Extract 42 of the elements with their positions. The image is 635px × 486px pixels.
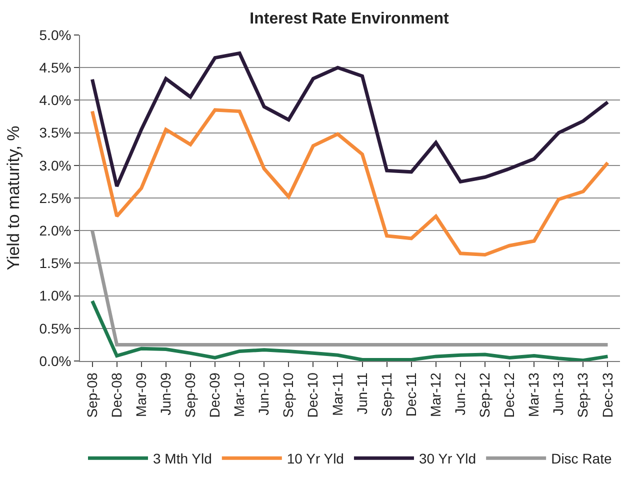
y-axis-title: Yield to maturity, % <box>4 126 23 270</box>
y-tick-label: 4.5% <box>39 60 72 76</box>
line-series <box>90 108 610 256</box>
y-tick-label: 3.0% <box>39 157 72 174</box>
x-tick-label: Dec-09 <box>206 372 223 418</box>
x-tick-label: Sep-08 <box>84 372 100 418</box>
x-tick-label: Mar-09 <box>132 372 149 417</box>
y-tick-label: 0.0% <box>39 352 72 369</box>
x-tick-label: Mar-13 <box>526 372 542 417</box>
legend-label: 3 Mth Yld <box>153 450 212 467</box>
x-tick-label: Sep-11 <box>378 372 394 417</box>
line-series <box>90 299 610 361</box>
x-tick-label: Mar-10 <box>231 372 248 417</box>
x-tick-label: Dec-10 <box>304 372 321 418</box>
chart-title: Interest Rate Environment <box>250 10 450 28</box>
y-tick-label: 4.0% <box>39 92 72 108</box>
x-tick-label: Jun-11 <box>354 372 370 414</box>
x-tick-label: Sep-12 <box>476 372 493 418</box>
legend-label: Disc Rate <box>551 450 612 467</box>
line-series <box>90 52 610 188</box>
legend-label: 30 Yr Yld <box>418 450 476 467</box>
y-tick-label: 3.5% <box>39 124 72 141</box>
y-tick-label: 0.5% <box>39 320 72 336</box>
y-tick-label: 5.0% <box>39 26 72 43</box>
x-tick-label: Jun-09 <box>157 372 174 416</box>
x-tick-label: Dec-13 <box>599 372 616 418</box>
x-tick-label: Dec-08 <box>108 372 124 418</box>
x-tick-label: Dec-11 <box>402 372 419 417</box>
x-tick-label: Sep-10 <box>280 372 296 418</box>
y-tick-label: 1.0% <box>39 288 72 304</box>
legend-label: 10 Yr Yld <box>286 450 344 467</box>
x-tick-label: Jun-10 <box>256 372 272 416</box>
x-tick-label: Dec-12 <box>501 372 518 418</box>
y-tick-label: 1.5% <box>39 255 72 272</box>
x-tick-label: Sep-09 <box>182 372 198 418</box>
x-tick-label: Mar-12 <box>427 372 444 417</box>
x-tick-label: Jun-12 <box>452 372 468 416</box>
x-tick-label: Mar-11 <box>329 372 346 416</box>
x-tick-label: Jun-13 <box>550 372 566 416</box>
y-tick-label: 2.5% <box>39 190 72 206</box>
y-tick-label: 2.0% <box>39 222 72 238</box>
x-tick-label: Sep-13 <box>574 372 591 418</box>
